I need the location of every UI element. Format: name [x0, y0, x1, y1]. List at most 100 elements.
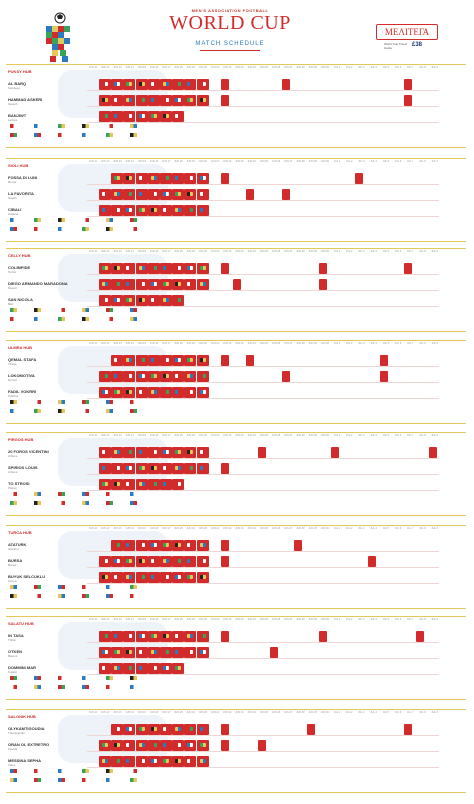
match-cell[interactable]: [160, 111, 172, 122]
match-cell[interactable]: [123, 631, 136, 642]
match-cell[interactable]: [196, 371, 209, 382]
knockout-cell[interactable]: [404, 263, 413, 274]
knockout-cell[interactable]: [318, 631, 327, 642]
match-cell[interactable]: [123, 540, 136, 551]
match-cell[interactable]: [99, 631, 111, 642]
match-cell[interactable]: [111, 647, 124, 658]
match-cell[interactable]: [99, 479, 111, 490]
match-cell[interactable]: [147, 95, 160, 106]
match-cell[interactable]: [147, 111, 160, 122]
match-cell[interactable]: [184, 387, 197, 398]
match-cell[interactable]: [123, 355, 136, 366]
knockout-cell[interactable]: [221, 355, 230, 366]
match-cell[interactable]: [111, 447, 124, 458]
match-cell[interactable]: [99, 79, 111, 90]
match-cell[interactable]: [123, 740, 136, 751]
match-cell[interactable]: [99, 756, 111, 767]
match-cell[interactable]: [147, 387, 160, 398]
knockout-cell[interactable]: [331, 447, 339, 458]
match-cell[interactable]: [184, 371, 197, 382]
match-cell[interactable]: [147, 740, 160, 751]
match-cell[interactable]: [123, 556, 136, 567]
match-cell[interactable]: [172, 355, 185, 366]
match-cell[interactable]: [135, 647, 148, 658]
match-cell[interactable]: [147, 631, 160, 642]
match-cell[interactable]: [172, 295, 185, 306]
match-cell[interactable]: [196, 447, 209, 458]
match-cell[interactable]: [196, 540, 209, 551]
knockout-cell[interactable]: [355, 173, 364, 184]
match-cell[interactable]: [147, 647, 160, 658]
match-cell[interactable]: [135, 371, 148, 382]
match-cell[interactable]: [172, 479, 185, 490]
match-cell[interactable]: [123, 387, 136, 398]
match-cell[interactable]: [147, 663, 160, 674]
knockout-cell[interactable]: [221, 740, 230, 751]
match-cell[interactable]: [111, 463, 124, 474]
knockout-cell[interactable]: [221, 79, 230, 90]
knockout-cell[interactable]: [221, 463, 230, 474]
match-cell[interactable]: [147, 189, 160, 200]
match-cell[interactable]: [111, 205, 124, 216]
match-cell[interactable]: [99, 189, 111, 200]
match-cell[interactable]: [160, 740, 172, 751]
match-cell[interactable]: [172, 740, 185, 751]
match-cell[interactable]: [123, 447, 136, 458]
match-cell[interactable]: [160, 387, 172, 398]
match-cell[interactable]: [160, 556, 172, 567]
match-cell[interactable]: [147, 79, 160, 90]
match-cell[interactable]: [135, 189, 148, 200]
match-cell[interactable]: [172, 756, 185, 767]
match-cell[interactable]: [196, 740, 209, 751]
match-cell[interactable]: [196, 95, 209, 106]
knockout-cell[interactable]: [245, 355, 254, 366]
knockout-cell[interactable]: [282, 371, 291, 382]
match-cell[interactable]: [196, 556, 209, 567]
match-cell[interactable]: [184, 724, 197, 735]
knockout-cell[interactable]: [221, 631, 230, 642]
knockout-cell[interactable]: [306, 724, 315, 735]
match-cell[interactable]: [184, 95, 197, 106]
match-cell[interactable]: [111, 189, 124, 200]
match-cell[interactable]: [123, 479, 136, 490]
match-cell[interactable]: [111, 387, 124, 398]
match-cell[interactable]: [135, 663, 148, 674]
knockout-cell[interactable]: [379, 371, 388, 382]
match-cell[interactable]: [123, 79, 136, 90]
match-cell[interactable]: [196, 189, 209, 200]
match-cell[interactable]: [111, 95, 124, 106]
match-cell[interactable]: [135, 479, 148, 490]
match-cell[interactable]: [111, 355, 124, 366]
match-cell[interactable]: [135, 205, 148, 216]
knockout-cell[interactable]: [379, 355, 388, 366]
match-cell[interactable]: [135, 631, 148, 642]
match-cell[interactable]: [172, 387, 185, 398]
match-cell[interactable]: [123, 205, 136, 216]
knockout-cell[interactable]: [428, 447, 437, 458]
match-cell[interactable]: [99, 387, 111, 398]
match-cell[interactable]: [172, 173, 185, 184]
match-cell[interactable]: [135, 724, 148, 735]
match-cell[interactable]: [172, 111, 185, 122]
match-cell[interactable]: [184, 647, 197, 658]
match-cell[interactable]: [184, 263, 197, 274]
match-cell[interactable]: [184, 756, 197, 767]
match-cell[interactable]: [99, 279, 111, 290]
match-cell[interactable]: [196, 724, 209, 735]
match-cell[interactable]: [123, 463, 136, 474]
match-cell[interactable]: [99, 556, 111, 567]
match-cell[interactable]: [172, 647, 185, 658]
match-cell[interactable]: [160, 95, 172, 106]
knockout-cell[interactable]: [233, 279, 242, 290]
match-cell[interactable]: [172, 463, 185, 474]
knockout-cell[interactable]: [221, 556, 230, 567]
match-cell[interactable]: [99, 740, 111, 751]
match-cell[interactable]: [99, 647, 111, 658]
match-cell[interactable]: [135, 740, 148, 751]
match-cell[interactable]: [196, 463, 209, 474]
match-cell[interactable]: [196, 647, 209, 658]
match-cell[interactable]: [111, 663, 124, 674]
knockout-cell[interactable]: [245, 189, 254, 200]
match-cell[interactable]: [111, 479, 124, 490]
match-cell[interactable]: [160, 572, 172, 583]
